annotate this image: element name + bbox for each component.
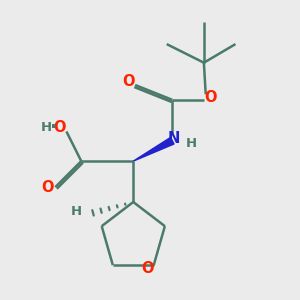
Text: N: N xyxy=(168,131,180,146)
Text: H: H xyxy=(186,137,197,150)
Text: O: O xyxy=(41,180,53,195)
Polygon shape xyxy=(133,137,174,161)
Text: H: H xyxy=(71,205,82,218)
Text: O: O xyxy=(122,74,135,89)
Text: H: H xyxy=(41,121,52,134)
Text: O: O xyxy=(204,91,217,106)
Text: O: O xyxy=(141,261,153,276)
Text: ·: · xyxy=(50,118,57,137)
Text: O: O xyxy=(53,120,66,135)
